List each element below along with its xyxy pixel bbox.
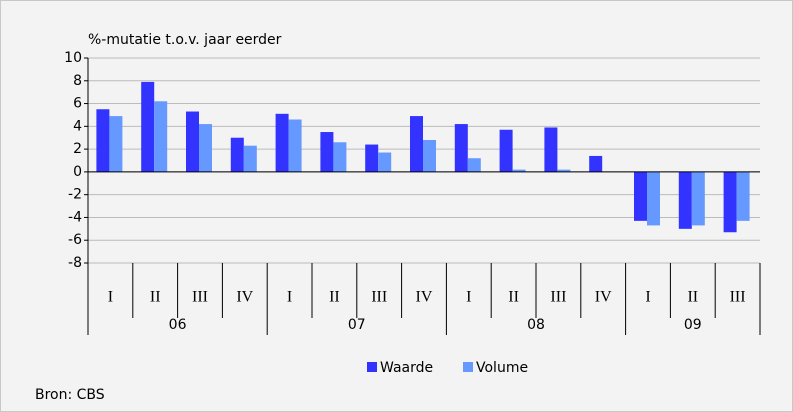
bar xyxy=(199,124,212,172)
y-tick-label: -4 xyxy=(68,209,82,225)
bar xyxy=(499,129,513,172)
bar xyxy=(589,155,603,172)
y-tick-label: 8 xyxy=(73,73,82,89)
bar xyxy=(141,81,155,172)
legend-swatch xyxy=(367,362,377,372)
bar xyxy=(109,116,123,172)
legend-label: Waarde xyxy=(380,360,433,376)
y-tick-label: 10 xyxy=(64,50,82,66)
bar xyxy=(230,137,244,172)
x-tick-label: I xyxy=(108,289,113,306)
x-tick-label: III xyxy=(550,289,566,306)
bar xyxy=(333,142,347,172)
bar xyxy=(647,171,660,226)
bar xyxy=(378,152,392,172)
legend-swatch xyxy=(463,362,473,372)
source: Bron: CBS xyxy=(35,387,105,403)
y-tick-label: 0 xyxy=(73,164,82,180)
bar xyxy=(557,169,571,172)
bar xyxy=(154,101,168,172)
y-tick-label: -2 xyxy=(68,187,82,203)
bar xyxy=(467,158,481,172)
x-tick-label: II xyxy=(150,289,161,306)
x-group-label: 07 xyxy=(348,317,366,333)
x-tick-label: I xyxy=(287,289,292,306)
bar xyxy=(320,132,334,172)
x-tick-label: I xyxy=(645,289,650,306)
x-tick-label: IV xyxy=(236,289,253,306)
bar xyxy=(691,171,705,226)
bar xyxy=(544,127,558,172)
bar xyxy=(186,111,199,172)
bar xyxy=(736,171,750,221)
y-tick-label: -6 xyxy=(68,232,82,248)
x-tick-label: IV xyxy=(595,289,612,306)
x-tick-label: III xyxy=(730,289,746,306)
x-tick-label: II xyxy=(508,289,519,306)
x-tick-label: I xyxy=(466,289,471,306)
bar xyxy=(365,144,379,172)
x-group-label: 09 xyxy=(684,317,702,333)
bar xyxy=(243,145,257,172)
x-tick-label: III xyxy=(371,289,387,306)
x-group-label: 08 xyxy=(527,317,545,333)
legend-label: Volume xyxy=(476,360,528,376)
chart-title: %-mutatie t.o.v. jaar eerder xyxy=(88,32,282,48)
bar xyxy=(96,109,110,172)
x-tick-label: III xyxy=(192,289,208,306)
bar xyxy=(678,171,692,229)
bar xyxy=(512,169,526,172)
x-tick-label: II xyxy=(687,289,698,306)
y-tick-label: 2 xyxy=(73,141,82,157)
bar xyxy=(454,124,468,172)
y-tick-label: 6 xyxy=(73,96,82,112)
y-tick-label: -8 xyxy=(68,255,82,271)
bar xyxy=(634,171,647,221)
bar xyxy=(723,171,737,233)
bar xyxy=(423,140,436,172)
x-tick-label: IV xyxy=(416,289,433,306)
x-tick-label: II xyxy=(329,289,340,306)
bar xyxy=(410,116,423,172)
bar xyxy=(288,119,302,172)
bar xyxy=(275,113,289,172)
x-group-label: 06 xyxy=(169,317,187,333)
y-tick-label: 4 xyxy=(73,118,82,134)
